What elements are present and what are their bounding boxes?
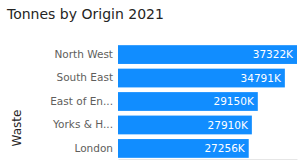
data-label: 27910K [208,119,249,131]
bar [118,69,285,88]
y-tick-label: East of En... [50,95,113,107]
y-tick: North West [54,48,113,60]
bar [118,116,252,135]
y-tick: South East [56,71,113,83]
y-tick: London [75,142,114,154]
bars [118,45,297,158]
bar [118,45,297,64]
y-tick: East of En... [50,95,113,107]
x-axis [119,159,298,160]
data-label: 27256K [204,142,245,154]
title: Tonnes by Origin 2021 [6,6,164,22]
data-labels: 37322K 34791K 29150K 27910K 27256K [204,48,294,154]
data-label: 37322K [253,48,294,60]
y-axis: North West South East East of En... Yorks &… [50,48,113,154]
y-tick: Yorks & H... [52,118,113,130]
data-label: 29150K [214,95,255,107]
x-axis-line [119,159,298,160]
data-label: 34791K [241,72,282,84]
y-tick-label: Yorks & H... [52,118,113,130]
y-tick-label: South East [56,71,113,83]
bar [118,139,249,158]
y-tick-label: North West [54,48,113,60]
y-tick-label: London [75,142,114,154]
bar [118,92,258,111]
y-axis-title: Waste [10,110,24,147]
chart: Tonnes by Origin 2021 37322K 34791K 29150K 2… [0,0,300,161]
